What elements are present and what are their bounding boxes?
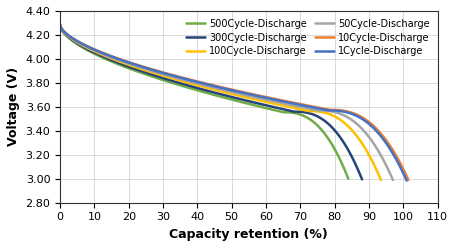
300Cycle-Discharge: [237, 97, 243, 100]
1Cycle-Discharge: [224, 88, 229, 91]
10Cycle-Discharge: [406, 179, 411, 182]
10Cycle-Discharge: [343, 110, 348, 113]
300Cycle-Discharge: [202, 89, 208, 92]
X-axis label: Capacity retention (%): Capacity retention (%): [169, 228, 328, 241]
300Cycle-Discharge: [352, 161, 358, 164]
1Cycle-Discharge: [245, 92, 250, 95]
10Cycle-Discharge: [57, 23, 63, 26]
500Cycle-Discharge: [196, 89, 202, 92]
100Cycle-Discharge: [320, 111, 326, 114]
50Cycle-Discharge: [216, 87, 221, 90]
Legend: 500Cycle-Discharge, 300Cycle-Discharge, 100Cycle-Discharge, 50Cycle-Discharge, 1: 500Cycle-Discharge, 300Cycle-Discharge, …: [183, 16, 433, 60]
100Cycle-Discharge: [378, 179, 384, 182]
500Cycle-Discharge: [57, 24, 63, 27]
100Cycle-Discharge: [248, 97, 254, 100]
10Cycle-Discharge: [223, 87, 228, 90]
500Cycle-Discharge: [293, 112, 299, 115]
500Cycle-Discharge: [229, 98, 234, 101]
1Cycle-Discharge: [222, 87, 228, 90]
300Cycle-Discharge: [221, 93, 226, 96]
50Cycle-Discharge: [238, 93, 243, 95]
1Cycle-Discharge: [341, 110, 347, 113]
1Cycle-Discharge: [57, 23, 63, 26]
500Cycle-Discharge: [194, 89, 200, 92]
10Cycle-Discharge: [397, 161, 403, 164]
300Cycle-Discharge: [359, 178, 365, 181]
50Cycle-Discharge: [382, 161, 388, 164]
Line: 50Cycle-Discharge: 50Cycle-Discharge: [60, 25, 393, 180]
Line: 100Cycle-Discharge: 100Cycle-Discharge: [60, 25, 381, 180]
100Cycle-Discharge: [231, 93, 237, 96]
100Cycle-Discharge: [57, 24, 63, 27]
Line: 500Cycle-Discharge: 500Cycle-Discharge: [60, 26, 349, 179]
50Cycle-Discharge: [57, 24, 63, 27]
500Cycle-Discharge: [213, 94, 219, 97]
Line: 1Cycle-Discharge: 1Cycle-Discharge: [60, 25, 407, 181]
1Cycle-Discharge: [263, 96, 269, 99]
1Cycle-Discharge: [395, 162, 401, 165]
10Cycle-Discharge: [265, 96, 270, 99]
50Cycle-Discharge: [217, 88, 223, 91]
300Cycle-Discharge: [305, 111, 310, 114]
10Cycle-Discharge: [225, 87, 230, 90]
100Cycle-Discharge: [210, 88, 215, 91]
50Cycle-Discharge: [255, 96, 261, 99]
Y-axis label: Voltage (V): Voltage (V): [7, 67, 20, 146]
300Cycle-Discharge: [201, 88, 206, 91]
Line: 300Cycle-Discharge: 300Cycle-Discharge: [60, 25, 362, 179]
300Cycle-Discharge: [57, 24, 63, 27]
1Cycle-Discharge: [404, 179, 410, 182]
500Cycle-Discharge: [339, 161, 344, 164]
100Cycle-Discharge: [212, 88, 217, 91]
Line: 10Cycle-Discharge: 10Cycle-Discharge: [60, 25, 409, 180]
10Cycle-Discharge: [246, 92, 251, 95]
50Cycle-Discharge: [330, 110, 336, 113]
100Cycle-Discharge: [370, 161, 376, 164]
500Cycle-Discharge: [346, 177, 351, 180]
50Cycle-Discharge: [390, 179, 396, 182]
